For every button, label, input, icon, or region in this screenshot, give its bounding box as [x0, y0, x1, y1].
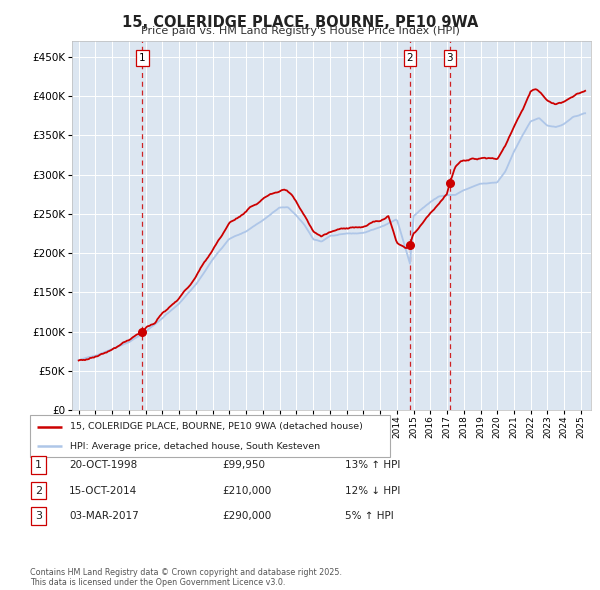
Text: 2: 2	[35, 486, 42, 496]
Text: 03-MAR-2017: 03-MAR-2017	[69, 511, 139, 521]
Text: 5% ↑ HPI: 5% ↑ HPI	[345, 511, 394, 521]
Text: 3: 3	[35, 511, 42, 521]
Text: Price paid vs. HM Land Registry's House Price Index (HPI): Price paid vs. HM Land Registry's House …	[140, 26, 460, 36]
Text: 1: 1	[35, 460, 42, 470]
Text: £210,000: £210,000	[222, 486, 271, 496]
Text: 20-OCT-1998: 20-OCT-1998	[69, 460, 137, 470]
Text: 15-OCT-2014: 15-OCT-2014	[69, 486, 137, 496]
Text: 12% ↓ HPI: 12% ↓ HPI	[345, 486, 400, 496]
Text: Contains HM Land Registry data © Crown copyright and database right 2025.
This d: Contains HM Land Registry data © Crown c…	[30, 568, 342, 587]
Text: 2: 2	[407, 53, 413, 63]
Text: £99,950: £99,950	[222, 460, 265, 470]
Text: 3: 3	[446, 53, 453, 63]
Text: 1: 1	[139, 53, 146, 63]
Text: HPI: Average price, detached house, South Kesteven: HPI: Average price, detached house, Sout…	[70, 442, 320, 451]
Text: 15, COLERIDGE PLACE, BOURNE, PE10 9WA (detached house): 15, COLERIDGE PLACE, BOURNE, PE10 9WA (d…	[70, 422, 362, 431]
Text: 13% ↑ HPI: 13% ↑ HPI	[345, 460, 400, 470]
Text: £290,000: £290,000	[222, 511, 271, 521]
Text: 15, COLERIDGE PLACE, BOURNE, PE10 9WA: 15, COLERIDGE PLACE, BOURNE, PE10 9WA	[122, 15, 478, 30]
